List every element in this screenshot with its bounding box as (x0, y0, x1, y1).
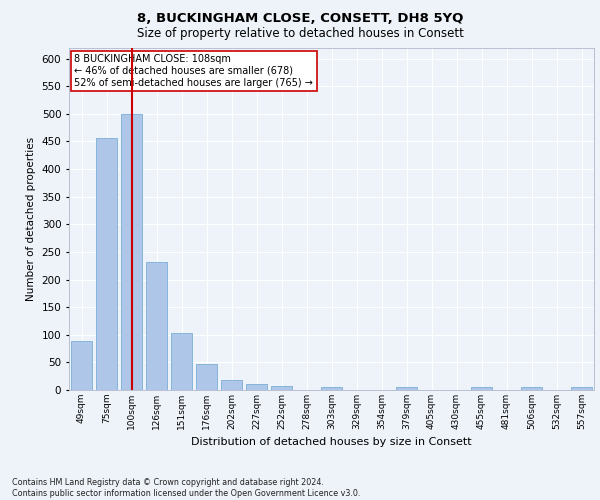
Bar (121, 114, 142, 390)
Bar (221, 380, 242, 390)
Bar (146, 262, 167, 390)
Bar (171, 333, 192, 390)
Text: Contains HM Land Registry data © Crown copyright and database right 2024.
Contai: Contains HM Land Registry data © Crown c… (12, 478, 361, 498)
Bar (196, 364, 217, 390)
Y-axis label: Number of detached properties: Number of detached properties (26, 136, 36, 301)
Bar (321, 387, 342, 390)
Text: 8, BUCKINGHAM CLOSE, CONSETT, DH8 5YQ: 8, BUCKINGHAM CLOSE, CONSETT, DH8 5YQ (137, 12, 463, 26)
Text: 8 BUCKINGHAM CLOSE: 108sqm
← 46% of detached houses are smaller (678)
52% of sem: 8 BUCKINGHAM CLOSE: 108sqm ← 46% of deta… (74, 54, 313, 88)
Bar (71, 342, 92, 390)
Bar (521, 387, 542, 390)
Bar (246, 384, 267, 390)
Bar (471, 387, 492, 390)
Text: Size of property relative to detached houses in Consett: Size of property relative to detached ho… (137, 28, 463, 40)
Bar (271, 386, 292, 390)
Bar (396, 387, 417, 390)
X-axis label: Distribution of detached houses by size in Consett: Distribution of detached houses by size … (191, 438, 472, 448)
Bar (571, 387, 592, 390)
Bar (96, 138, 117, 390)
